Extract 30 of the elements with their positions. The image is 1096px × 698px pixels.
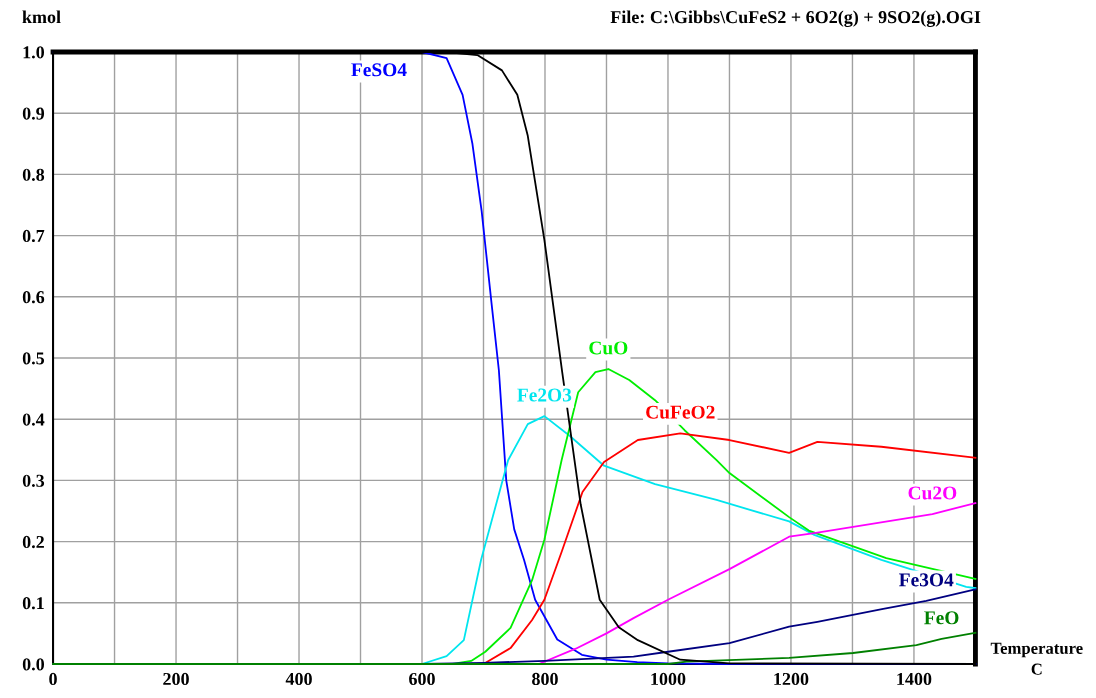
x-tick-label: 1400 [897,672,932,686]
annotation: FeO [924,611,959,625]
y-tick-label: 0.4 [22,413,45,426]
x-tick-label: 800 [532,672,558,686]
y-tick-label: 0.0 [22,658,45,671]
annotation: CuO [589,341,628,355]
y-axis-title: kmol [22,10,61,24]
y-tick-label: 0.3 [22,474,45,487]
x-tick-label: 400 [285,672,312,686]
y-tick-label: 0.1 [22,597,44,610]
x-tick-label: 200 [163,672,189,686]
y-tick-label: 0.5 [22,352,45,365]
x-tick-label: 1000 [651,672,686,686]
annotation: CuFeO2 [646,405,715,419]
y-tick-label: 0.7 [22,229,45,243]
annotation: FeSO4 [351,63,407,77]
y-tick-label: 0.8 [22,168,45,181]
y-tick-label: 1.0 [23,46,45,59]
x-axis-title: Temperature C [990,642,1083,675]
x-tick-label: 1200 [774,672,809,686]
annotation: Fe3O4 [899,573,954,587]
annotation: Fe2O3 [517,388,572,402]
annotation: Cu2O [908,486,957,500]
y-tick-label: 0.6 [22,291,45,304]
x-tick-label: 600 [409,672,435,686]
chart-title: File: C:\Gibbs\CuFeS2 + 6O2(g) + 9SO2(g).OGI [610,10,981,27]
line-series [52,51,977,665]
x-tick-label: 0 [49,672,57,686]
y-tick-label: 0.9 [22,107,45,120]
y-tick-label: 0.2 [22,535,44,549]
